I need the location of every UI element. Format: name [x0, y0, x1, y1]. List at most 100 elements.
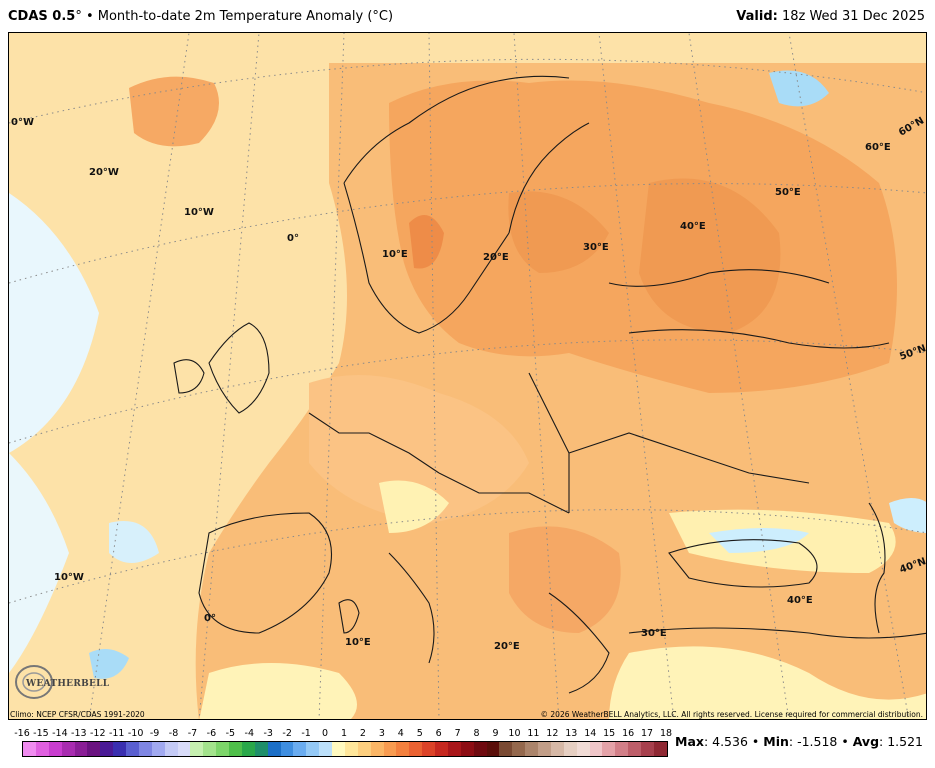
colorbar-swatch	[357, 742, 371, 756]
colorbar-tick-label: 17	[641, 728, 654, 739]
colorbar-swatch	[164, 742, 178, 756]
colorbar-swatch	[48, 742, 62, 756]
colorbar-swatch	[151, 742, 165, 756]
meridian-10e	[428, 33, 440, 719]
colorbar-swatch	[447, 742, 461, 756]
colorbar-tick-label: 5	[416, 728, 423, 739]
lon-label-south-20e: 20°E	[494, 641, 520, 652]
colorbar-swatch	[538, 742, 551, 756]
colorbar-swatch	[23, 742, 36, 756]
parallel-40	[9, 509, 926, 604]
cool-atlantic-sw	[9, 453, 69, 673]
avg-label: Avg	[852, 734, 880, 749]
colorbar-swatch	[113, 742, 126, 756]
lon-label-10e: 10°E	[382, 249, 408, 260]
cold-portugal	[89, 649, 129, 679]
model-name: CDAS 0.5	[8, 9, 76, 24]
lon-label-south-10w: 10°W	[54, 572, 84, 583]
colorbar-tick-label: 9	[492, 728, 499, 739]
colorbar-swatch	[486, 742, 500, 756]
anomaly-map[interactable]: 0°W 20°W 10°W 0° 10°E 20°E 30°E 40°E 50°…	[8, 32, 927, 720]
russia-regions-2	[628, 329, 890, 349]
colorbar-swatch	[61, 742, 75, 756]
min-label: Min	[763, 734, 789, 749]
colorbar-swatch	[460, 742, 474, 756]
lon-label-south-40e: 40°E	[787, 595, 813, 606]
colorbar-swatch	[525, 742, 538, 756]
colorbar-tick-label: 11	[527, 728, 540, 739]
parallel-50	[9, 339, 926, 444]
colorbar-tick-label: 18	[659, 728, 673, 739]
colorbar-swatch	[409, 742, 423, 756]
valid-label: Valid:	[736, 9, 778, 24]
valid-time-value: 18z Wed 31 Dec 2025	[781, 9, 925, 24]
corsica-sardinia	[338, 599, 360, 634]
colorbar-labels: -16 -15 -14 -13 -12 -11 -10 -9 -8 -7 -6 -5 -4 -3 -2 -1 0…	[14, 728, 673, 740]
colorbar-tick-label: 15	[603, 728, 616, 739]
map-canvas: 0°W 20°W 10°W 0° 10°E 20°E 30°E 40°E 50°…	[9, 33, 926, 719]
valid-time: Valid: 18z Wed 31 Dec 2025	[736, 9, 925, 24]
balkans-anomaly	[509, 526, 621, 633]
lon-label-south-10e: 10°E	[345, 637, 371, 648]
colorbar: -16 -15 -14 -13 -12 -11 -10 -9 -8 -7 -6 -5 -4 -3 -2 -1 0…	[14, 728, 673, 757]
colorbar-swatch	[589, 742, 603, 756]
colorbar-swatch	[306, 742, 320, 756]
colorbar-swatch	[653, 742, 667, 756]
colorbar-tick-label: 10	[508, 728, 521, 739]
colorbar-tick-label: -7	[187, 728, 198, 739]
title-separator: •	[81, 9, 98, 24]
colorbar-tick-label: -15	[33, 728, 49, 739]
colorbar-swatch	[126, 742, 139, 756]
lon-label-south-0: 0°	[204, 613, 216, 624]
cool-black-sea	[709, 528, 809, 553]
cold-north	[769, 70, 829, 107]
stats-separator: •	[747, 734, 764, 749]
cool-atlantic-west	[9, 193, 99, 453]
colorbar-tick-label: 4	[397, 728, 404, 739]
colorbar-swatch	[563, 742, 577, 756]
lon-label-50e: 50°E	[775, 187, 801, 198]
colorbar-swatch	[319, 742, 332, 756]
parallel-60	[9, 183, 926, 284]
colorbar-swatch	[280, 742, 294, 756]
colorbar-tick-label: -11	[108, 728, 125, 739]
russia-regions-1	[608, 269, 830, 287]
italy	[388, 552, 435, 664]
neutral-turkey-south	[609, 646, 926, 719]
colorbar-tick-label: 2	[359, 728, 366, 739]
colorbar-swatch	[293, 742, 307, 756]
lon-label-40e: 40°E	[680, 221, 706, 232]
colorbar-tick-label: 8	[473, 728, 480, 739]
colorbar-swatch	[370, 742, 384, 756]
colorbar-tick-label: 0	[322, 728, 329, 739]
cool-patch-1	[109, 521, 159, 563]
lon-label-0: 0°	[287, 233, 299, 244]
climo-credit: Climo: NCEP CFSR/CDAS 1991-2020	[10, 710, 145, 719]
colorbar-swatch	[267, 742, 281, 756]
colorbar-swatch	[216, 742, 229, 756]
copyright-credit: © 2026 WeatherBELL Analytics, LLC. All r…	[540, 710, 923, 719]
colorbar-swatch	[615, 742, 629, 756]
colorbar-tick-label: -13	[71, 728, 87, 739]
lon-label-60e: 60°E	[865, 142, 891, 153]
colorbar-tick-label: -10	[127, 728, 144, 739]
max-label: Max	[675, 734, 704, 749]
colorbar-swatch	[435, 742, 448, 756]
avg-value: 1.521	[887, 734, 923, 749]
colorbar-swatch	[422, 742, 435, 756]
caspian-west	[868, 502, 886, 634]
min-value: -1.518	[797, 734, 838, 749]
colorbar-tick-label: -16	[14, 728, 30, 739]
central-border	[438, 472, 570, 514]
graticule	[9, 33, 926, 719]
colorbar-swatch	[344, 742, 358, 756]
hotspot-norway	[409, 215, 444, 269]
colorbar-swatch	[332, 742, 345, 756]
cool-caspian	[889, 498, 926, 533]
colorbar-swatch	[383, 742, 397, 756]
stats-summary: Max: 4.536 • Min: -1.518 • Avg: 1.521	[675, 734, 923, 749]
colorbar-swatch	[74, 742, 88, 756]
colorbar-tick-label: 12	[546, 728, 559, 739]
poland-belarus-border	[528, 372, 570, 513]
logo-text: WEATHERBELL	[26, 679, 110, 689]
